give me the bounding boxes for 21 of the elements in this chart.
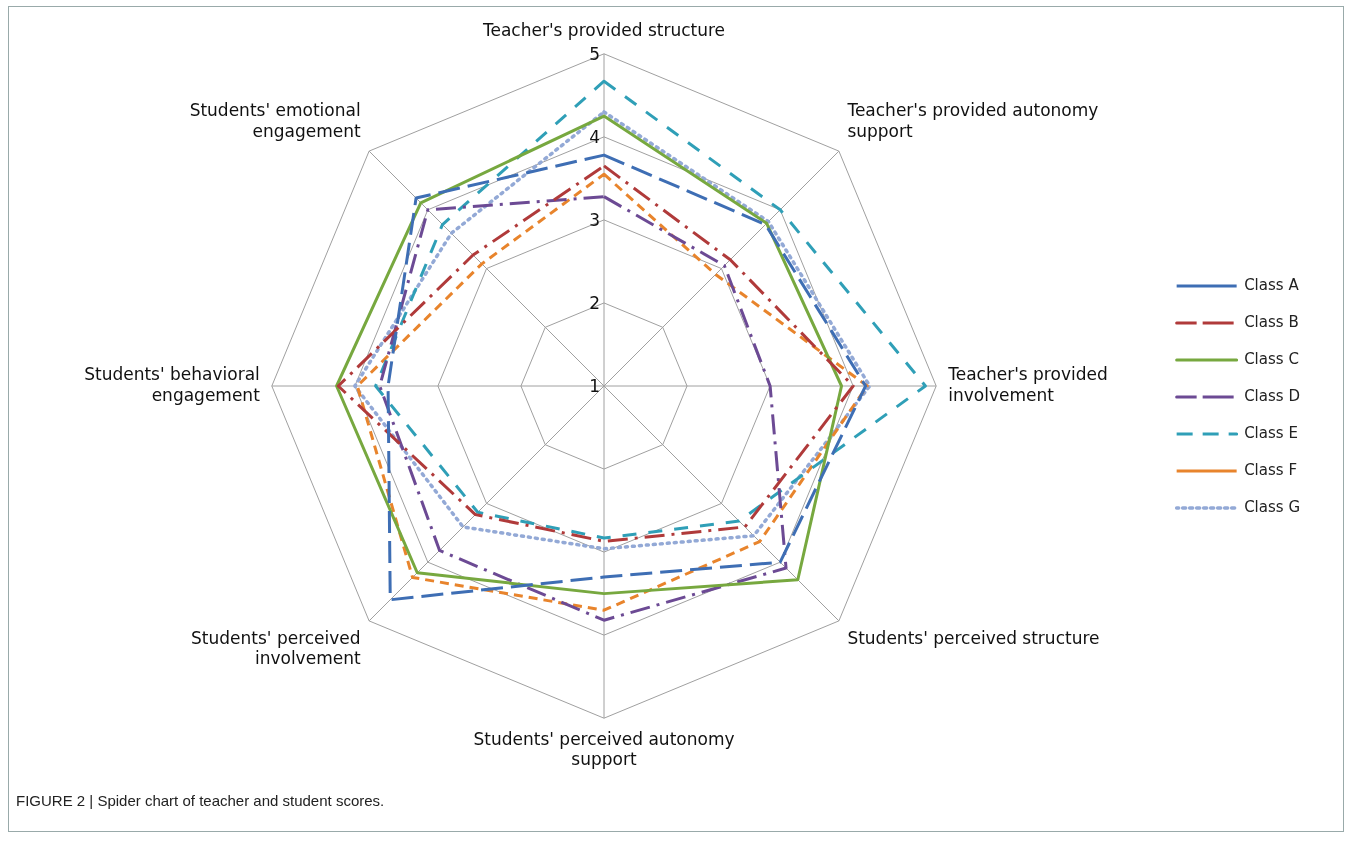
- legend-label: Class F: [1244, 460, 1297, 479]
- y-tick-label: 3: [589, 210, 600, 231]
- legend-label: Class B: [1244, 312, 1299, 331]
- spoke-label: Students' perceived autonomy support: [473, 728, 735, 770]
- legend-label: Class C: [1244, 349, 1299, 368]
- legend-label: Class G: [1244, 497, 1300, 516]
- legend-label: Class D: [1244, 386, 1300, 405]
- y-tick-label: 4: [589, 127, 600, 148]
- legend-label: Class E: [1244, 423, 1298, 442]
- spoke-label: Students' perceived structure: [847, 628, 1100, 649]
- legend-label: Class A: [1244, 275, 1300, 294]
- spoke-label: Teacher's provided structure: [481, 20, 726, 41]
- spoke-label: Teacher's provided autonomy support: [846, 100, 1099, 141]
- spoke-label: Students' perceived involvement: [191, 628, 361, 669]
- caption: FIGURE 2 | Spider chart of teacher and student scores.: [16, 792, 385, 809]
- y-tick-label: 2: [589, 293, 600, 314]
- spoke-label: Students' behavioral engagement: [84, 364, 261, 405]
- spoke-label: Teacher's provided involvement: [947, 364, 1108, 405]
- y-tick-label: 1: [589, 376, 600, 397]
- spoke-label: Students' emotional engagement: [189, 100, 361, 141]
- y-tick-label: 5: [589, 44, 600, 65]
